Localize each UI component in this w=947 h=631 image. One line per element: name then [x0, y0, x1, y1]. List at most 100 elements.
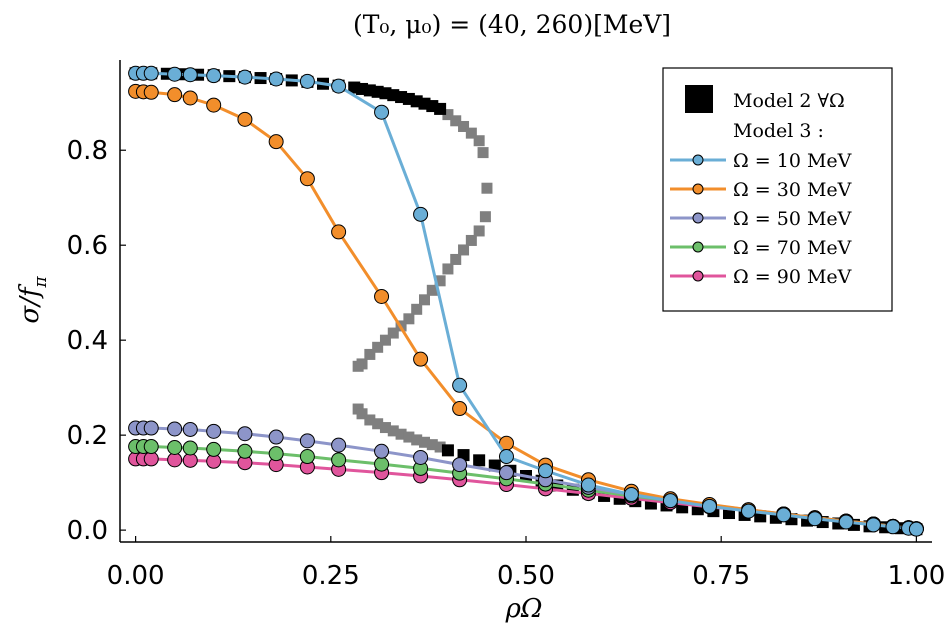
model2-unstable-point: [419, 294, 430, 306]
series-point: [374, 288, 390, 304]
model2-unstable-point: [426, 284, 438, 296]
legend-label-model2: Model 2 ∀Ω: [733, 90, 845, 112]
series-point: [331, 224, 347, 240]
model2-unstable-point: [403, 313, 415, 325]
series-point: [580, 477, 596, 493]
series-point: [538, 463, 554, 479]
model2-unstable-point: [387, 425, 399, 437]
y-axis-label-subscript: π: [31, 276, 51, 289]
model2-unstable-point: [387, 327, 399, 339]
model2-unstable-point: [442, 263, 454, 275]
model2-unstable-point: [458, 120, 470, 132]
series-point: [413, 351, 429, 367]
series-point: [299, 433, 315, 449]
series-point: [237, 426, 253, 442]
series-point: [268, 446, 284, 462]
series-point: [143, 65, 159, 81]
model2-unstable-point: [364, 348, 376, 360]
series-point: [452, 457, 468, 473]
series-point: [452, 377, 468, 393]
y-tick-label: 0.2: [67, 421, 108, 451]
series-point: [331, 452, 347, 468]
x-axis-ticks: 0.00 0.25 0.50 0.75 1.00: [107, 536, 945, 591]
series-point: [498, 465, 514, 481]
series-point: [776, 507, 792, 523]
series-point: [662, 493, 678, 509]
x-tick-label: 0.25: [302, 561, 360, 591]
series-point: [143, 439, 159, 455]
series-point: [206, 97, 222, 113]
model2-unstable-point: [458, 244, 470, 256]
model2-point: [434, 102, 447, 115]
series-point: [206, 68, 222, 84]
legend-label: Ω = 70 MeV: [733, 237, 852, 259]
x-tick-label: 0.75: [692, 561, 750, 591]
model2-point: [769, 511, 782, 524]
model2-unstable-point: [352, 360, 364, 372]
model2-unstable-point: [465, 127, 477, 139]
legend-marker-model2: [685, 85, 713, 113]
legend-marker: [692, 241, 704, 253]
legend-marker: [692, 270, 704, 282]
series-point: [268, 134, 284, 150]
model2-unstable-point: [434, 275, 446, 287]
x-tick-label: 0.00: [107, 561, 165, 591]
series-point: [701, 498, 717, 514]
series-point: [623, 487, 639, 503]
legend-label-model3: Model 3 :: [733, 120, 824, 142]
plot-area: [128, 65, 924, 537]
series-point: [299, 449, 315, 465]
model2-unstable-point: [379, 422, 391, 434]
series-point: [452, 401, 468, 417]
series-point: [331, 78, 347, 94]
model2-unstable-point: [372, 341, 384, 353]
x-tick-label: 1.00: [887, 561, 945, 591]
series-point: [237, 111, 253, 127]
series-point: [498, 449, 514, 465]
model2-unstable-point: [434, 441, 446, 453]
model2-point: [441, 444, 454, 457]
model2-unstable-point: [465, 234, 477, 246]
model2-unstable-point: [473, 135, 485, 147]
series-point: [143, 420, 159, 436]
series-point: [167, 87, 183, 103]
series-point: [182, 440, 198, 456]
series-point: [182, 67, 198, 83]
y-axis-ticks: 0.0 0.2 0.4 0.6 0.8: [67, 136, 126, 546]
series-point: [167, 421, 183, 437]
y-axis-label-group: σ/fπ: [15, 276, 51, 324]
series-point: [167, 439, 183, 455]
series-point: [182, 421, 198, 437]
x-axis-label: ρΩ: [505, 594, 543, 624]
model2-unstable-point: [356, 408, 368, 420]
model2-unstable-point: [403, 431, 415, 443]
series-point: [374, 456, 390, 472]
y-axis-label: σ/fπ: [15, 276, 51, 324]
series-point: [167, 66, 183, 82]
series-point: [268, 429, 284, 445]
series-point: [268, 71, 284, 87]
model2-unstable-point: [395, 428, 407, 440]
model2-point: [473, 454, 486, 467]
model2-unstable-point: [426, 439, 438, 451]
model2-unstable-point: [372, 418, 384, 430]
model2-unstable-point: [411, 303, 423, 315]
y-tick-label: 0.6: [67, 231, 108, 261]
y-tick-label: 0.0: [67, 516, 108, 546]
legend-label: Ω = 50 MeV: [733, 208, 852, 230]
series-point: [206, 423, 222, 439]
series-point: [237, 69, 253, 85]
model2-unstable-point: [473, 225, 485, 237]
legend-series: Ω = 10 MeV Ω = 30 MeV Ω = 50 MeV Ω = 70 MeV…: [670, 150, 852, 288]
series-point: [331, 437, 347, 453]
series-point: [206, 441, 222, 457]
series-point: [374, 104, 390, 120]
chart-title: (T₀, μ₀) = (40, 260)[MeV]: [353, 10, 671, 39]
series-point: [807, 511, 823, 527]
y-axis-label-main: σ/f: [15, 283, 45, 324]
series-point: [299, 171, 315, 187]
legend-marker: [692, 154, 704, 166]
series-point: [838, 514, 854, 530]
legend-marker: [692, 212, 704, 224]
